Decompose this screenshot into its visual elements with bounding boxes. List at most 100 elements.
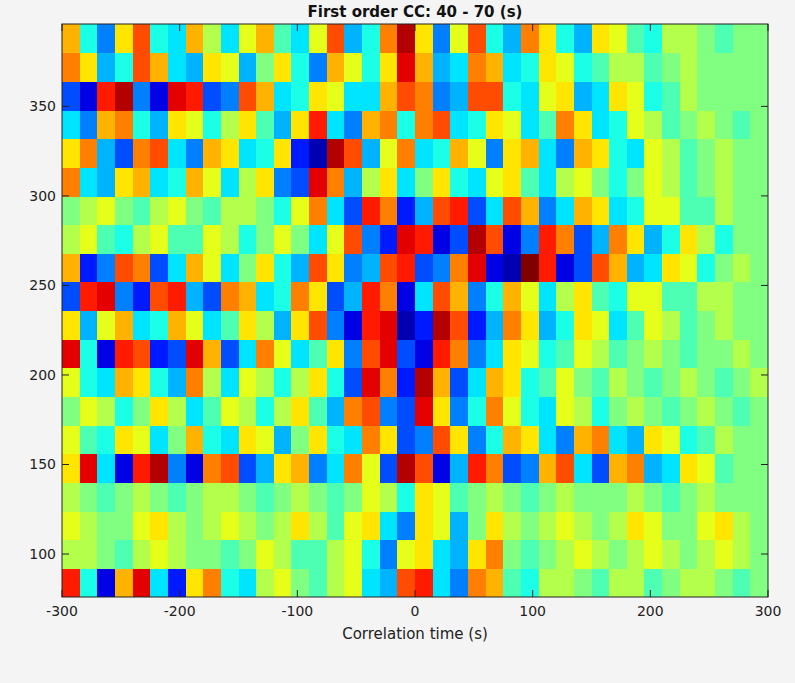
cell xyxy=(503,511,521,540)
cell xyxy=(362,311,380,340)
cell xyxy=(62,396,80,425)
cell xyxy=(362,540,380,569)
cell xyxy=(750,368,768,397)
cell xyxy=(380,339,398,368)
cell xyxy=(415,540,433,569)
y-tick xyxy=(761,554,768,555)
cell xyxy=(697,454,715,483)
cell xyxy=(168,24,186,53)
cell xyxy=(503,110,521,139)
x-axis-title: Correlation time (s) xyxy=(342,625,488,643)
cell xyxy=(239,396,257,425)
cell xyxy=(327,167,345,196)
cell xyxy=(380,139,398,168)
cell xyxy=(574,311,592,340)
cell xyxy=(627,167,645,196)
cell xyxy=(221,339,239,368)
cell xyxy=(133,139,151,168)
cell xyxy=(327,110,345,139)
cell xyxy=(733,339,751,368)
cell xyxy=(468,282,486,311)
cell xyxy=(733,540,751,569)
cell xyxy=(221,225,239,254)
cell xyxy=(186,196,204,225)
cell xyxy=(750,311,768,340)
cell xyxy=(750,540,768,569)
cell xyxy=(256,282,274,311)
cell xyxy=(97,196,115,225)
cell xyxy=(521,454,539,483)
cell xyxy=(697,568,715,597)
cell xyxy=(291,540,309,569)
cell xyxy=(186,167,204,196)
cell xyxy=(380,511,398,540)
cell xyxy=(380,454,398,483)
cell xyxy=(627,540,645,569)
cell xyxy=(150,425,168,454)
cell xyxy=(62,482,80,511)
cell xyxy=(115,225,133,254)
cell xyxy=(733,396,751,425)
cell xyxy=(627,425,645,454)
cell xyxy=(415,24,433,53)
cell xyxy=(697,425,715,454)
x-tick xyxy=(62,590,63,597)
cell xyxy=(150,282,168,311)
cell xyxy=(539,253,557,282)
cell xyxy=(344,396,362,425)
cell xyxy=(133,81,151,110)
cell xyxy=(362,196,380,225)
cell xyxy=(662,425,680,454)
cell xyxy=(203,24,221,53)
cell xyxy=(186,511,204,540)
cell xyxy=(397,425,415,454)
cell xyxy=(609,511,627,540)
cell xyxy=(256,139,274,168)
cell xyxy=(662,53,680,82)
cell xyxy=(168,225,186,254)
cell xyxy=(680,253,698,282)
cell xyxy=(291,282,309,311)
cell xyxy=(221,425,239,454)
cell xyxy=(327,339,345,368)
cell xyxy=(362,396,380,425)
cell xyxy=(309,139,327,168)
cell xyxy=(97,225,115,254)
cell xyxy=(433,482,451,511)
y-tick xyxy=(62,374,69,375)
cell xyxy=(521,339,539,368)
cell xyxy=(468,196,486,225)
cell xyxy=(115,454,133,483)
cell xyxy=(415,425,433,454)
cell xyxy=(150,196,168,225)
cell xyxy=(239,282,257,311)
cell xyxy=(380,568,398,597)
cell xyxy=(503,540,521,569)
cell xyxy=(150,81,168,110)
cell xyxy=(627,225,645,254)
cell xyxy=(486,225,504,254)
cell xyxy=(433,196,451,225)
cell xyxy=(344,339,362,368)
cell xyxy=(644,110,662,139)
cell xyxy=(592,110,610,139)
cell xyxy=(715,24,733,53)
cell xyxy=(644,282,662,311)
cell xyxy=(97,53,115,82)
cell xyxy=(627,196,645,225)
cell xyxy=(662,339,680,368)
y-tick-label: 200 xyxy=(29,367,56,383)
cell xyxy=(291,196,309,225)
cell xyxy=(309,396,327,425)
cell xyxy=(574,540,592,569)
cell xyxy=(503,167,521,196)
cell xyxy=(609,110,627,139)
cell xyxy=(539,139,557,168)
cell xyxy=(715,511,733,540)
cell xyxy=(592,425,610,454)
cell xyxy=(627,311,645,340)
cell xyxy=(644,311,662,340)
cell xyxy=(556,396,574,425)
cell xyxy=(344,110,362,139)
cell xyxy=(80,110,98,139)
